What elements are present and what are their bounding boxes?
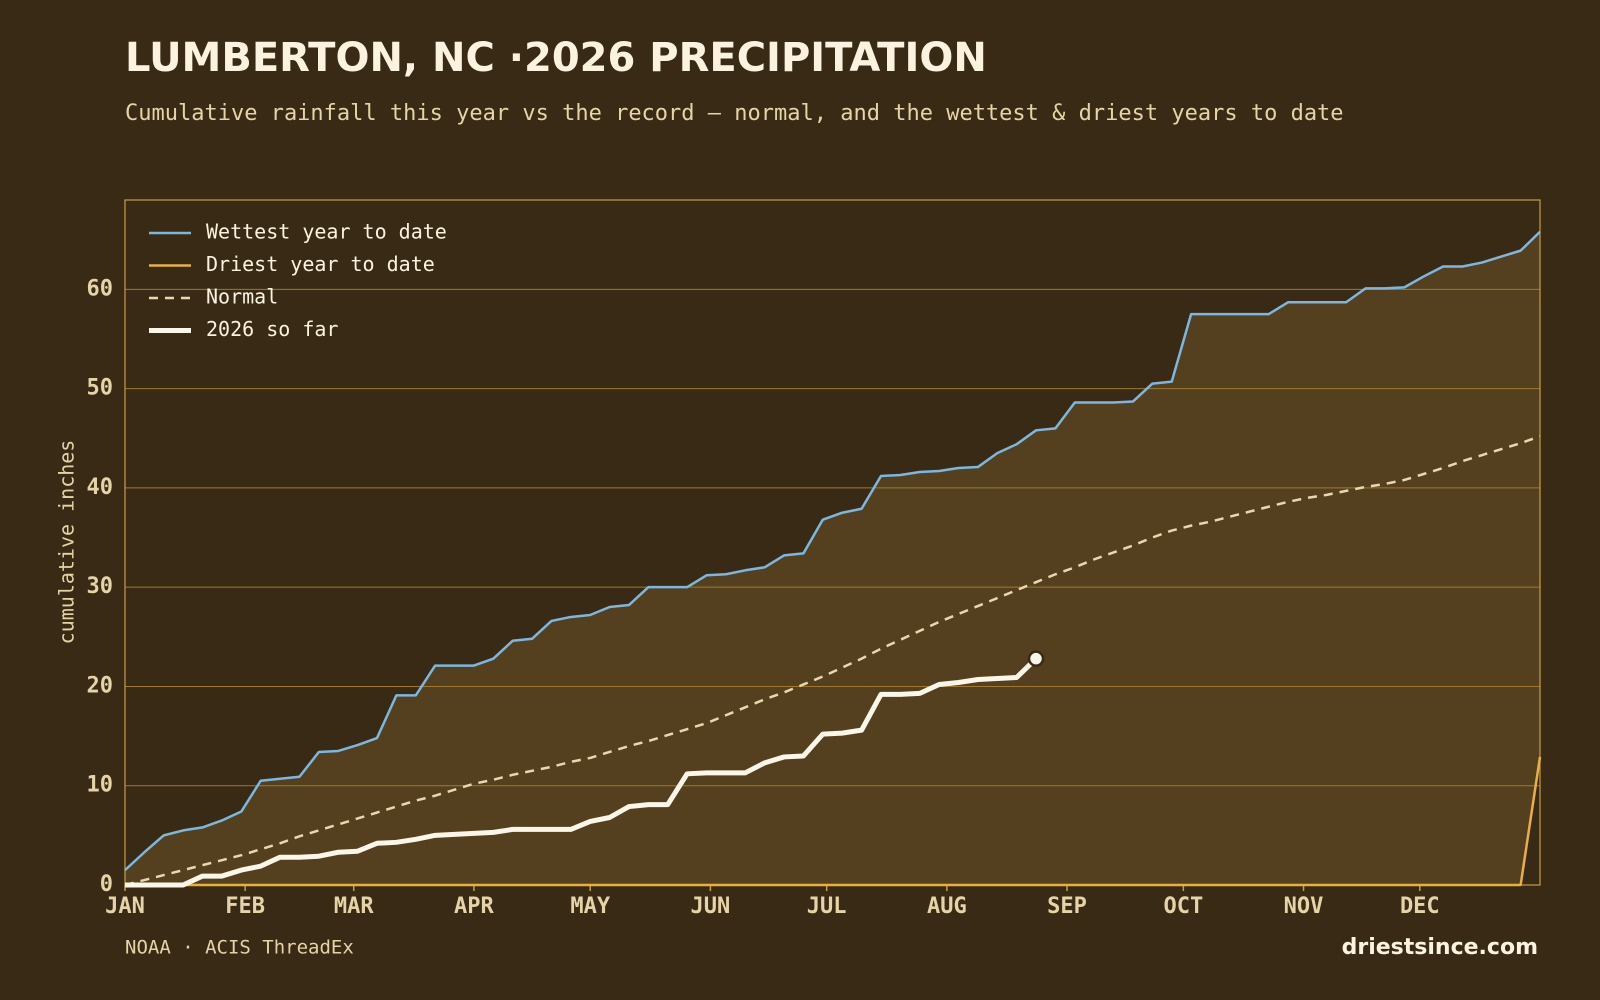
x-tick-label: MAR <box>334 894 374 919</box>
y-tick-label: 20 <box>87 673 114 698</box>
current-point <box>1027 650 1045 667</box>
legend-label: 2026 so far <box>206 317 338 341</box>
series-line <box>124 435 1541 887</box>
x-tick-label: SEP <box>1047 894 1087 919</box>
x-tick-label: FEB <box>225 894 265 919</box>
range-fill <box>125 231 1540 885</box>
y-tick-label: 60 <box>87 276 114 301</box>
x-tick-label: MAY <box>570 894 610 919</box>
y-tick-label: 40 <box>87 475 114 500</box>
x-tick-label: DEC <box>1400 894 1440 919</box>
y-tick-label: 10 <box>87 773 114 798</box>
y-tick-label: 50 <box>87 376 114 401</box>
chart-subtitle: Cumulative rainfall this year vs the rec… <box>125 101 1344 126</box>
series-line <box>124 230 1541 872</box>
chart-title: LUMBERTON, NC ·2026 PRECIPITATION <box>125 35 987 81</box>
legend-label: Wettest year to date <box>206 220 447 244</box>
legend-label: Driest year to date <box>206 252 435 276</box>
source-note: NOAA · ACIS ThreadEx <box>125 937 354 959</box>
x-tick-label: APR <box>454 894 494 919</box>
legend-label: Normal <box>206 285 278 309</box>
y-tick-label: 30 <box>87 574 114 599</box>
x-tick-label: AUG <box>927 894 967 919</box>
series-line <box>125 756 1542 887</box>
x-tick-label: JUN <box>691 894 731 919</box>
x-tick-label: JUL <box>807 894 847 919</box>
x-tick-label: NOV <box>1284 894 1324 919</box>
x-tick-label: JAN <box>105 894 145 919</box>
y-axis-label: cumulative inches <box>55 440 79 645</box>
y-tick-label: 0 <box>100 872 113 897</box>
x-tick-label: OCT <box>1163 894 1203 919</box>
brand: driestsince.com <box>1342 935 1538 960</box>
series-line <box>125 656 1038 888</box>
